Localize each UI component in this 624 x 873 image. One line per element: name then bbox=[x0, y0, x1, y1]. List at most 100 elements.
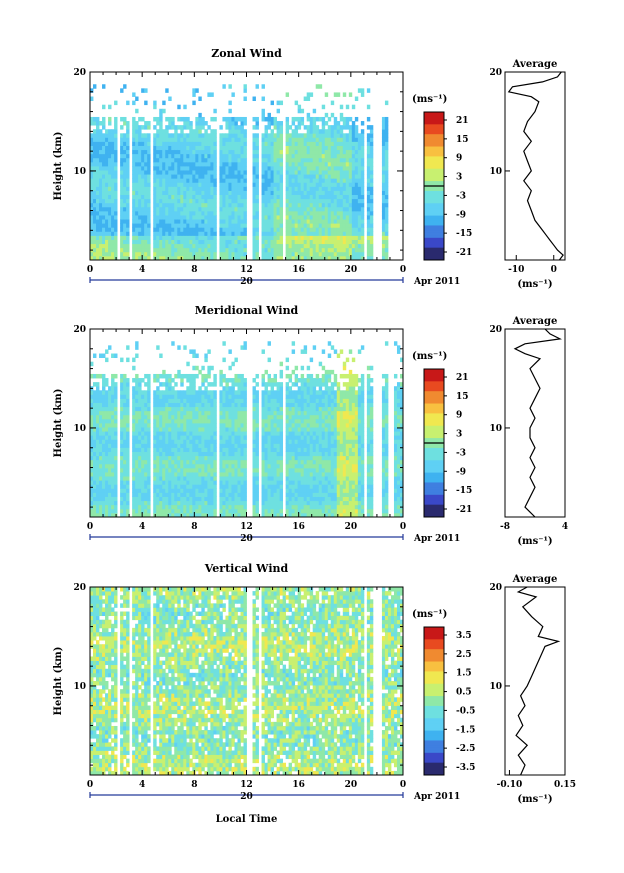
meridional-colorbar-unit: (ms⁻¹) bbox=[412, 351, 447, 362]
vertical-xtick-label: 12 bbox=[240, 780, 253, 790]
vertical-average-title: Average bbox=[512, 574, 558, 585]
vertical-heatmap bbox=[90, 587, 404, 776]
vertical-xtick-label: 8 bbox=[191, 780, 197, 790]
meridional-colorbar-label: -9 bbox=[456, 467, 466, 477]
meridional-ylabel: Height (km) bbox=[53, 389, 64, 458]
vertical-ytick-label: 20 bbox=[73, 583, 86, 593]
vertical-colorbar-label: -3.5 bbox=[456, 763, 475, 773]
zonal-xtick-label: 12 bbox=[240, 265, 253, 275]
zonal-colorbar-unit: (ms⁻¹) bbox=[412, 94, 447, 105]
meridional-xtick-label: 12 bbox=[240, 522, 253, 532]
zonal-xtick-label: 8 bbox=[191, 265, 197, 275]
vertical-colorbar-label: -1.5 bbox=[456, 725, 475, 735]
meridional-colorbar-label: -3 bbox=[456, 448, 466, 458]
zonal-ytick-label: 20 bbox=[73, 68, 86, 78]
vertical-colorbar-label: -0.5 bbox=[456, 706, 475, 716]
zonal-average-xtick: -10 bbox=[508, 265, 524, 275]
meridional-heatmap bbox=[90, 341, 404, 518]
zonal-colorbar-label: -21 bbox=[456, 248, 472, 258]
zonal-colorbar-label: 9 bbox=[456, 154, 462, 164]
vertical-average-xtick: 0.15 bbox=[554, 780, 576, 790]
meridional-average-ytick: 20 bbox=[489, 325, 502, 335]
figure-xlabel: Local Time bbox=[216, 814, 278, 825]
vertical-xtick-label: 16 bbox=[292, 780, 305, 790]
meridional-average-line bbox=[513, 328, 562, 518]
meridional-xtick-label: 16 bbox=[292, 522, 305, 532]
vertical-ytick-label: 10 bbox=[73, 682, 86, 692]
vertical-xtick-label: 0 bbox=[87, 780, 93, 790]
zonal-ylabel: Height (km) bbox=[53, 132, 64, 201]
vertical-average-ytick: 10 bbox=[489, 682, 502, 692]
vertical-average-xlabel: (ms⁻¹) bbox=[517, 794, 552, 805]
vertical-colorbar: 3.5 2.5 1.5 0.5 -0.5 -1.5 -2.5 -3.5 bbox=[423, 626, 475, 776]
meridional-xtick-label: 0 bbox=[87, 522, 93, 532]
zonal-date-label: Apr 2011 bbox=[413, 277, 460, 287]
meridional-average-xlabel: (ms⁻¹) bbox=[517, 536, 552, 547]
zonal-ytick-label: 10 bbox=[73, 167, 86, 177]
meridional-colorbar-label: 21 bbox=[456, 373, 469, 383]
vertical-average-ytick: 20 bbox=[489, 583, 502, 593]
zonal-colorbar-label: -9 bbox=[456, 210, 466, 220]
meridional-xtick-label: 20 bbox=[345, 522, 358, 532]
vertical-xtick-label: 0 bbox=[400, 780, 406, 790]
zonal-xtick-label: 0 bbox=[87, 265, 93, 275]
vertical-colorbar-label: 0.5 bbox=[456, 688, 472, 698]
vertical-panel: Vertical Wind 0 4 8 12 16 20 0 20 10 Height (km) 20… bbox=[53, 562, 576, 805]
meridional-average-xtick: -8 bbox=[500, 522, 510, 532]
zonal-colorbar-label: 21 bbox=[456, 116, 469, 126]
meridional-title: Meridional Wind bbox=[195, 304, 299, 317]
vertical-xtick-label: 4 bbox=[139, 780, 145, 790]
zonal-heatmap bbox=[90, 84, 389, 261]
meridional-xtick-label: 0 bbox=[400, 522, 406, 532]
zonal-average-ytick: 20 bbox=[489, 68, 502, 78]
zonal-xtick-label: 0 bbox=[400, 265, 406, 275]
zonal-colorbar: 21 15 9 3 -3 -9 -15 -21 bbox=[423, 111, 472, 261]
meridional-date-label: Apr 2011 bbox=[413, 534, 460, 544]
zonal-panel: Zonal Wind 0 4 8 12 16 20 0 20 10 Height (km) 20 Apr… bbox=[53, 47, 566, 290]
zonal-average-xtick: 0 bbox=[551, 265, 557, 275]
zonal-colorbar-label: -3 bbox=[456, 191, 466, 201]
zonal-average-panel: Average 20 10 -10 0 (ms⁻¹) bbox=[489, 59, 566, 290]
meridional-colorbar-label: 3 bbox=[456, 430, 462, 440]
meridional-colorbar-label: -21 bbox=[456, 505, 472, 515]
meridional-xtick-label: 8 bbox=[191, 522, 197, 532]
meridional-average-panel: Average 20 10 -8 4 (ms⁻¹) bbox=[489, 316, 568, 547]
meridional-average-ytick: 10 bbox=[489, 424, 502, 434]
meridional-colorbar-label: 15 bbox=[456, 392, 469, 402]
meridional-colorbar: 21 15 9 3 -3 -9 -15 -21 bbox=[423, 368, 472, 518]
vertical-average-xtick: -0.10 bbox=[497, 780, 523, 790]
zonal-colorbar-label: 15 bbox=[456, 135, 469, 145]
zonal-day-label: 20 bbox=[240, 277, 253, 287]
vertical-colorbar-unit: (ms⁻¹) bbox=[412, 609, 447, 620]
meridional-panel: Meridional Wind 0 4 8 12 16 20 0 20 10 Height (km)… bbox=[53, 304, 568, 547]
zonal-average-line bbox=[507, 71, 564, 261]
meridional-colorbar-label: -15 bbox=[456, 486, 472, 496]
zonal-title: Zonal Wind bbox=[211, 47, 282, 60]
vertical-colorbar-label: 3.5 bbox=[456, 631, 472, 641]
vertical-average-panel: Average 20 10 -0.10 0.15(ms⁻¹) bbox=[489, 574, 575, 805]
meridional-average-title: Average bbox=[512, 316, 558, 327]
vertical-average-line bbox=[515, 586, 561, 776]
zonal-colorbar-label: 3 bbox=[456, 173, 462, 183]
vertical-xtick-label: 20 bbox=[345, 780, 358, 790]
vertical-colorbar-label: -2.5 bbox=[456, 744, 475, 754]
zonal-average-title: Average bbox=[512, 59, 558, 70]
zonal-xtick-label: 20 bbox=[345, 265, 358, 275]
zonal-xtick-label: 4 bbox=[139, 265, 145, 275]
meridional-day-label: 20 bbox=[240, 534, 253, 544]
meridional-ytick-label: 10 bbox=[73, 424, 86, 434]
meridional-average-xtick: 4 bbox=[562, 522, 568, 532]
vertical-title: Vertical Wind bbox=[204, 562, 289, 575]
zonal-colorbar-label: -15 bbox=[456, 229, 472, 239]
vertical-colorbar-label: 1.5 bbox=[456, 669, 472, 679]
vertical-ylabel: Height (km) bbox=[53, 647, 64, 716]
vertical-date-label: Apr 2011 bbox=[413, 792, 460, 802]
vertical-colorbar-label: 2.5 bbox=[456, 650, 472, 660]
zonal-xtick-label: 16 bbox=[292, 265, 305, 275]
zonal-average-ytick: 10 bbox=[489, 167, 502, 177]
meridional-xtick-label: 4 bbox=[139, 522, 145, 532]
zonal-average-xlabel: (ms⁻¹) bbox=[517, 279, 552, 290]
vertical-day-label: 20 bbox=[240, 792, 253, 802]
meridional-ytick-label: 20 bbox=[73, 325, 86, 335]
